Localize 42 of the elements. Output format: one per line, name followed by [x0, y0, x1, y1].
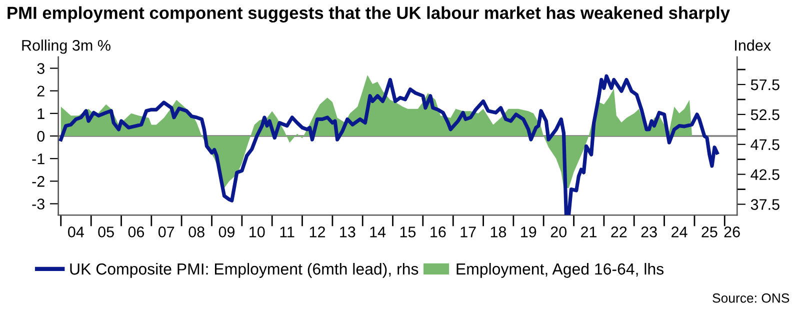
x-tick-label: 18 [490, 226, 506, 238]
x-tick-label: 12 [310, 226, 325, 238]
y-tick-label: 0 [37, 130, 45, 142]
y-tick-label: -3 [32, 198, 44, 210]
x-tick-label: 05 [98, 226, 114, 238]
x-tick-label: 04 [68, 226, 84, 238]
y-tick-label: 3 [37, 63, 44, 74]
x-tick-label: 24 [672, 226, 688, 238]
x-tick-label: 08 [188, 226, 204, 238]
y2-axis-title: Index [735, 40, 771, 51]
source-note: Source: ONS [712, 293, 790, 303]
y-tick-label: 1 [38, 108, 44, 119]
x-tick-label: 14 [370, 226, 386, 238]
x-tick-label: 09 [218, 226, 235, 238]
x-tick-label: 13 [340, 226, 356, 238]
y2-tick-label: 47.5 [750, 139, 780, 150]
x-tick-label: 15 [400, 226, 416, 238]
x-tick-label: 19 [521, 226, 536, 238]
x-tick-label: 23 [641, 226, 657, 238]
chart-title: PMI employment component suggests that the UK labour market has weakened sharply [8, 6, 730, 23]
y-tick-label: -1 [32, 154, 44, 164]
y-axis-title: Rolling 3m % [22, 40, 110, 54]
x-tick-label: 20 [550, 226, 567, 238]
x-tick-label: 06 [128, 226, 144, 238]
y-tick-label: 2 [37, 86, 44, 96]
x-tick-label: 17 [460, 226, 476, 238]
x-tick-label: 10 [250, 226, 265, 238]
x-tick-label: 26 [724, 226, 740, 238]
x-tick-label: 22 [611, 226, 627, 238]
y2-tick-label: 52.5 [750, 109, 780, 120]
legend-label: UK Composite PMI: Employment (6mth lead), rhs [70, 262, 418, 278]
y2-tick-label: 57.5 [750, 80, 780, 90]
x-tick-label: 25 [702, 226, 718, 238]
x-tick-label: 21 [581, 226, 597, 238]
legend-label: Employment, Aged 16-64, lhs [456, 262, 664, 278]
x-tick-label: 11 [280, 226, 294, 238]
y2-tick-label: 37.5 [750, 199, 780, 210]
line-series [59, 74, 719, 216]
x-tick-label: 07 [158, 226, 174, 238]
y2-tick-label: 42.5 [750, 169, 780, 180]
y-tick-label: -2 [32, 176, 44, 187]
x-tick-label: 16 [430, 226, 446, 238]
